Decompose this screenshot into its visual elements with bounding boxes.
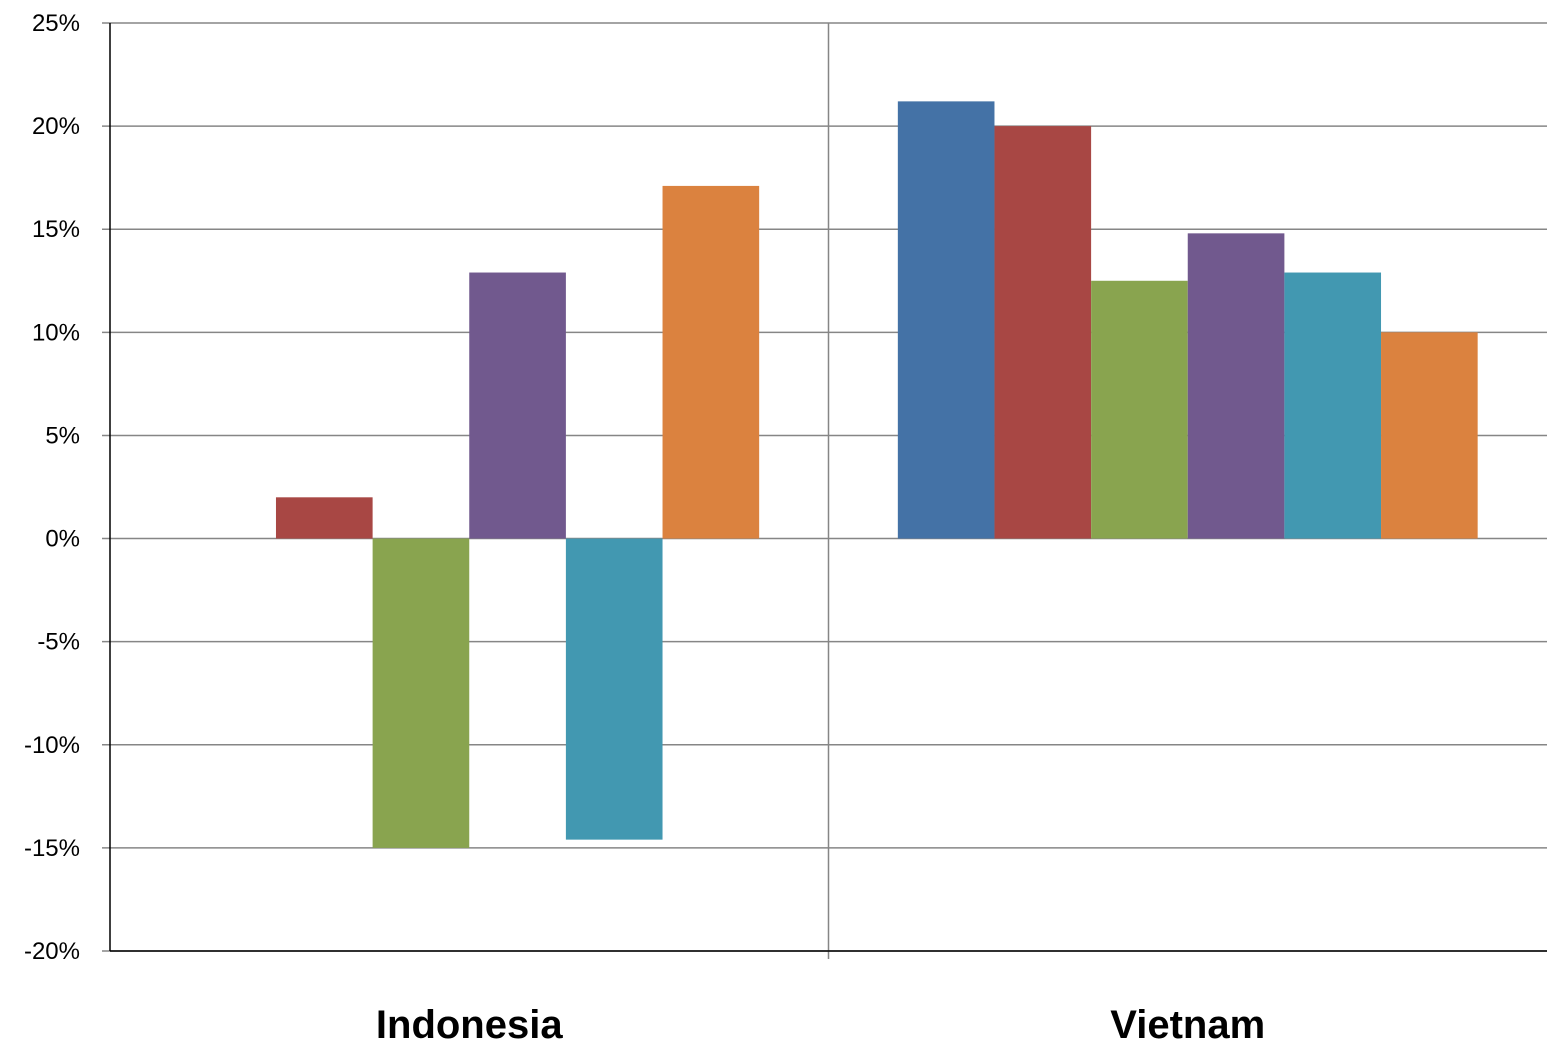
bar xyxy=(1381,332,1478,539)
y-tick-label: -5% xyxy=(37,629,80,656)
y-tick-label: 10% xyxy=(32,319,80,346)
bar xyxy=(897,101,995,539)
bar xyxy=(994,126,1092,539)
bar xyxy=(1284,272,1382,539)
bar xyxy=(275,497,373,539)
bar xyxy=(1091,280,1188,539)
y-tick-label: 15% xyxy=(32,216,80,243)
y-tick-labels: 25% 20% 15% 10% 5% 0% -5% -10% -15% -20% xyxy=(24,10,80,965)
bar xyxy=(372,538,470,848)
bar xyxy=(662,185,760,539)
bar xyxy=(1187,233,1285,539)
y-tick-label: 20% xyxy=(32,113,80,140)
y-tick-label: -15% xyxy=(24,835,80,862)
y-tick-label: -20% xyxy=(24,938,80,965)
category-label: Vietnam xyxy=(1110,1003,1265,1043)
category-labels: Indonesia Vietnam xyxy=(376,1003,1265,1043)
category-label: Indonesia xyxy=(376,1003,563,1043)
axes xyxy=(109,23,1547,952)
bar xyxy=(565,538,663,840)
y-tick-label: -10% xyxy=(24,732,80,759)
bar xyxy=(469,272,566,539)
y-tick-label: 5% xyxy=(45,422,80,449)
bars xyxy=(275,101,1478,848)
y-tick-label: 25% xyxy=(32,10,80,37)
y-tick-label: 0% xyxy=(45,526,80,553)
